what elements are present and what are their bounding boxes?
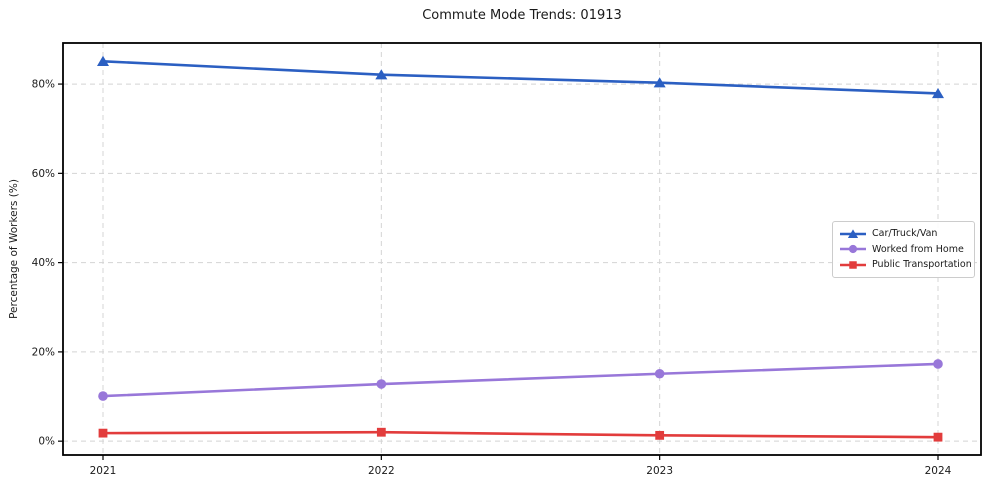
legend: Car/Truck/Van Worked from Home Public Tr…	[832, 221, 975, 278]
y-tick-label: 40%	[32, 257, 55, 269]
square-marker-icon	[849, 261, 857, 269]
triangle-marker-icon	[97, 55, 109, 67]
square-marker-icon	[655, 430, 665, 440]
y-tick-label: 80%	[32, 79, 55, 91]
y-tick-label: 0%	[38, 436, 55, 448]
legend-item-public-transportation: Public Transportation	[839, 259, 972, 271]
y-tick-label: 20%	[32, 346, 55, 358]
series-line	[101, 362, 940, 398]
triangle-marker-icon	[375, 69, 388, 80]
circle-marker-icon	[848, 245, 858, 254]
legend-label: Public Transportation	[872, 259, 972, 271]
square-marker-icon	[933, 432, 943, 442]
triangle-marker-icon	[847, 229, 859, 238]
chart-title: Commute Mode Trends: 01913	[422, 8, 622, 23]
x-tick-label: 2023	[646, 465, 673, 477]
square-marker-icon	[376, 427, 386, 437]
series-line	[101, 430, 940, 439]
circle-marker-icon	[654, 368, 665, 379]
legend-triangle-marker-icon	[840, 229, 866, 238]
triangle-marker-icon	[653, 77, 666, 88]
triangle-marker-icon	[932, 87, 944, 99]
legend-label: Car/Truck/Van	[872, 228, 938, 240]
x-tick-label: 2024	[925, 465, 952, 477]
x-tick-label: 2022	[368, 465, 395, 477]
series-line	[101, 60, 940, 95]
circle-marker-icon	[98, 391, 108, 401]
legend-item-car-truck-van: Car/Truck/Van	[839, 228, 968, 240]
circle-marker-icon	[933, 359, 943, 369]
legend-label: Worked from Home	[872, 243, 964, 255]
square-marker-icon	[98, 428, 108, 438]
legend-item-worked-from-home: Worked from Home	[839, 243, 968, 255]
y-tick-label: 60%	[32, 168, 55, 180]
legend-square-marker-icon	[840, 261, 866, 269]
legend-circle-marker-icon	[840, 245, 866, 254]
circle-marker-icon	[376, 379, 387, 389]
axes-frame	[62, 42, 982, 456]
x-tick-label: 2021	[90, 465, 117, 477]
